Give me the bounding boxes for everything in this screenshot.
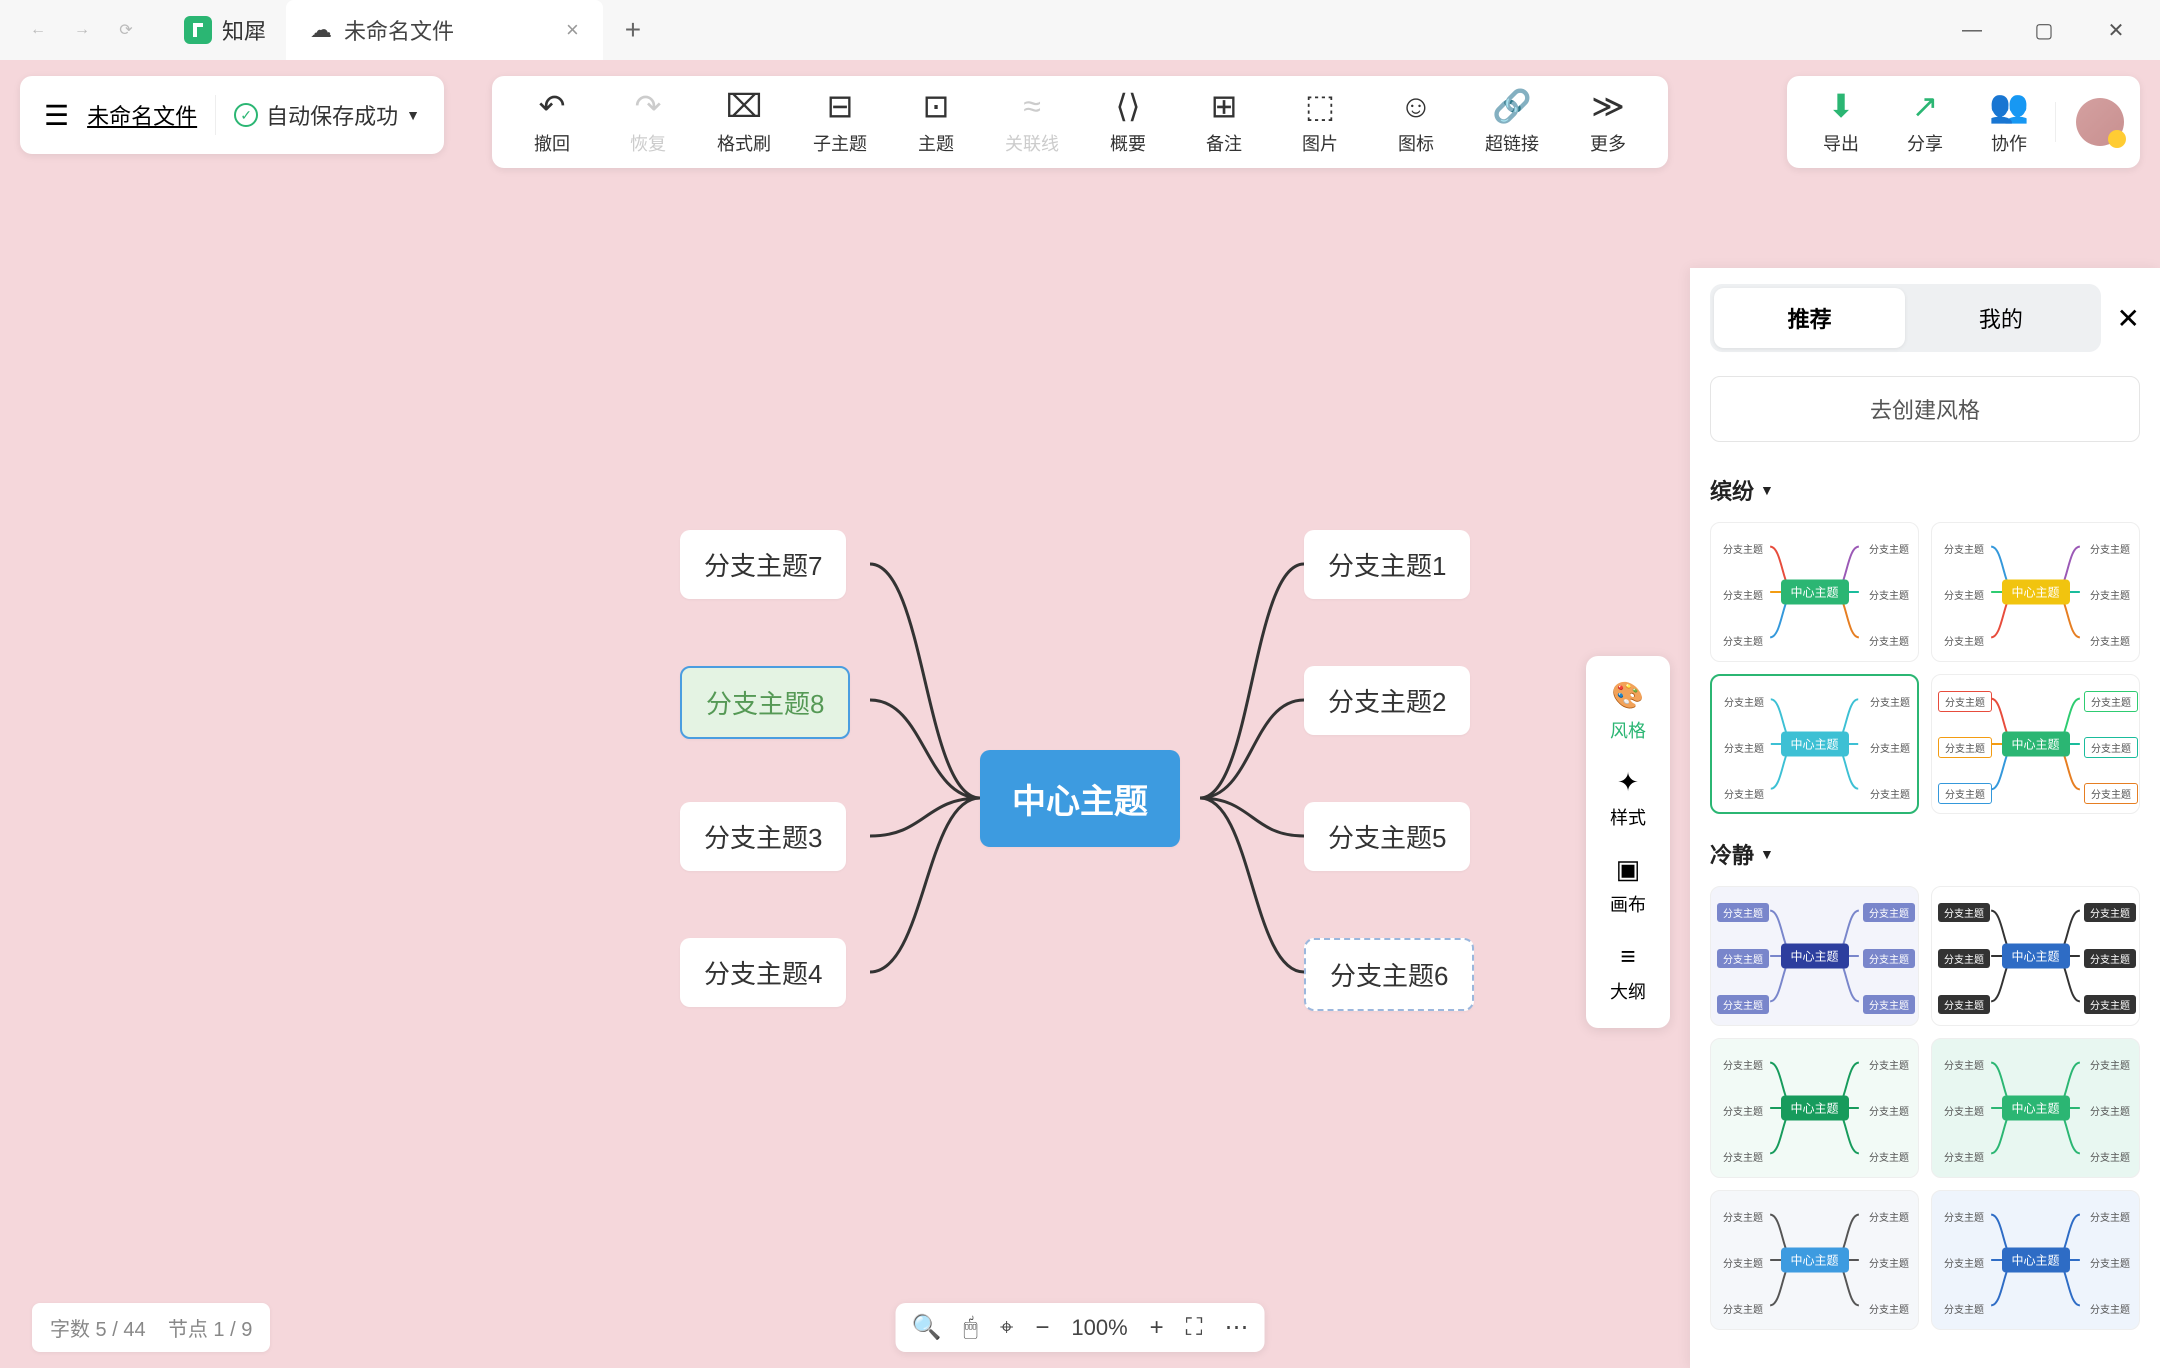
side-panel-label: 大纲 bbox=[1610, 978, 1646, 1004]
zoom-out-button[interactable]: − bbox=[1035, 1314, 1049, 1342]
app-logo-icon bbox=[184, 16, 212, 44]
node-count: 节点 1 / 9 bbox=[168, 1319, 252, 1341]
nav-refresh-button[interactable]: ⟳ bbox=[112, 16, 140, 44]
style-card[interactable]: 分支主题分支主题分支主题分支主题分支主题分支主题中心主题 bbox=[1931, 674, 2140, 814]
mindmap-node[interactable]: 分支主题3 bbox=[680, 802, 846, 871]
side-panel-样式[interactable]: ✦ 样式 bbox=[1586, 755, 1670, 842]
mindmap-node[interactable]: 分支主题1 bbox=[1304, 530, 1470, 599]
style-card[interactable]: 分支主题分支主题分支主题分支主题分支主题分支主题中心主题 bbox=[1710, 522, 1919, 662]
window-close-button[interactable]: ✕ bbox=[2080, 0, 2152, 60]
mindmap-node[interactable]: 分支主题2 bbox=[1304, 666, 1470, 735]
app-tab[interactable]: 知犀 bbox=[164, 0, 286, 60]
mindmap-node[interactable]: 分支主题8 bbox=[680, 666, 850, 739]
side-panel-label: 样式 bbox=[1610, 804, 1646, 830]
close-tab-button[interactable]: × bbox=[566, 17, 579, 43]
style-card[interactable]: 分支主题分支主题分支主题分支主题分支主题分支主题中心主题 bbox=[1710, 674, 1919, 814]
more-icon[interactable]: ⋯ bbox=[1224, 1313, 1248, 1342]
mindmap-node[interactable]: 分支主题7 bbox=[680, 530, 846, 599]
mindmap-node[interactable]: 分支主题5 bbox=[1304, 802, 1470, 871]
nav-forward-button[interactable]: → bbox=[68, 16, 96, 44]
zoom-bar: 🔍 🖱 ⌖ − 100% + ⛶ ⋯ bbox=[896, 1303, 1265, 1352]
mindmap-node[interactable]: 分支主题6 bbox=[1304, 938, 1474, 1011]
file-tab-label: 未命名文件 bbox=[344, 14, 454, 46]
side-panel-大纲[interactable]: ≡ 大纲 bbox=[1586, 929, 1670, 1016]
side-panel-icon: ≡ bbox=[1620, 941, 1635, 972]
side-panel-icon: ▣ bbox=[1616, 854, 1641, 885]
style-card[interactable]: 分支主题分支主题分支主题分支主题分支主题分支主题中心主题 bbox=[1931, 1190, 2140, 1330]
style-card[interactable]: 分支主题分支主题分支主题分支主题分支主题分支主题中心主题 bbox=[1710, 1038, 1919, 1178]
side-panel-风格[interactable]: 🎨 风格 bbox=[1586, 668, 1670, 755]
app-name: 知犀 bbox=[222, 14, 266, 46]
side-panel-label: 风格 bbox=[1610, 717, 1646, 743]
tab-mine[interactable]: 我的 bbox=[1905, 288, 2096, 348]
close-panel-button[interactable]: ✕ bbox=[2117, 302, 2140, 335]
style-card[interactable]: 分支主题分支主题分支主题分支主题分支主题分支主题中心主题 bbox=[1931, 522, 2140, 662]
compass-icon[interactable]: ⌖ bbox=[1000, 1314, 1014, 1342]
section-title[interactable]: 缤纷 ▼ bbox=[1690, 458, 2160, 514]
side-panel-画布[interactable]: ▣ 画布 bbox=[1586, 842, 1670, 929]
status-bar: 字数 5 / 44 节点 1 / 9 bbox=[32, 1303, 270, 1352]
side-panel: 🎨 风格 ✦ 样式 ▣ 画布 ≡ 大纲 bbox=[1586, 656, 1670, 1028]
window-maximize-button[interactable]: ▢ bbox=[2008, 0, 2080, 60]
titlebar: ← → ⟳ 知犀 ☁ 未命名文件 × + — ▢ ✕ bbox=[0, 0, 2160, 60]
cloud-icon: ☁ bbox=[310, 17, 332, 43]
side-panel-label: 画布 bbox=[1610, 891, 1646, 917]
mindmap: 分支主题7 分支主题8 分支主题3 分支主题4 分支主题1 分支主题2 分支主题5 分支主题6… bbox=[680, 530, 1520, 1150]
mouse-icon[interactable]: 🖱 bbox=[963, 1314, 977, 1342]
section-title[interactable]: 冷静 ▼ bbox=[1690, 822, 2160, 878]
style-card[interactable]: 分支主题分支主题分支主题分支主题分支主题分支主题中心主题 bbox=[1931, 886, 2140, 1026]
file-tab[interactable]: ☁ 未命名文件 × bbox=[286, 0, 603, 60]
zoom-in-button[interactable]: + bbox=[1150, 1314, 1164, 1342]
tab-recommend[interactable]: 推荐 bbox=[1714, 288, 1905, 348]
nav-back-button[interactable]: ← bbox=[24, 16, 52, 44]
fit-icon[interactable]: ⛶ bbox=[1186, 1314, 1203, 1342]
side-panel-icon: ✦ bbox=[1617, 767, 1639, 798]
style-panel: 推荐 我的 ✕ 去创建风格 缤纷 ▼ 分支主题分支主题分支主题分支主题分支主题分支… bbox=[1690, 268, 2160, 1368]
add-tab-button[interactable]: + bbox=[603, 0, 663, 60]
style-card[interactable]: 分支主题分支主题分支主题分支主题分支主题分支主题中心主题 bbox=[1710, 1190, 1919, 1330]
create-style-button[interactable]: 去创建风格 bbox=[1710, 376, 2140, 442]
zoom-level[interactable]: 100% bbox=[1071, 1315, 1127, 1341]
style-card[interactable]: 分支主题分支主题分支主题分支主题分支主题分支主题中心主题 bbox=[1710, 886, 1919, 1026]
word-count: 字数 5 / 44 bbox=[50, 1319, 146, 1341]
mindmap-center-node[interactable]: 中心主题 bbox=[980, 750, 1180, 847]
search-icon[interactable]: 🔍 bbox=[912, 1313, 942, 1342]
mindmap-node[interactable]: 分支主题4 bbox=[680, 938, 846, 1007]
side-panel-icon: 🎨 bbox=[1612, 680, 1644, 711]
window-minimize-button[interactable]: — bbox=[1936, 0, 2008, 60]
style-card[interactable]: 分支主题分支主题分支主题分支主题分支主题分支主题中心主题 bbox=[1931, 1038, 2140, 1178]
